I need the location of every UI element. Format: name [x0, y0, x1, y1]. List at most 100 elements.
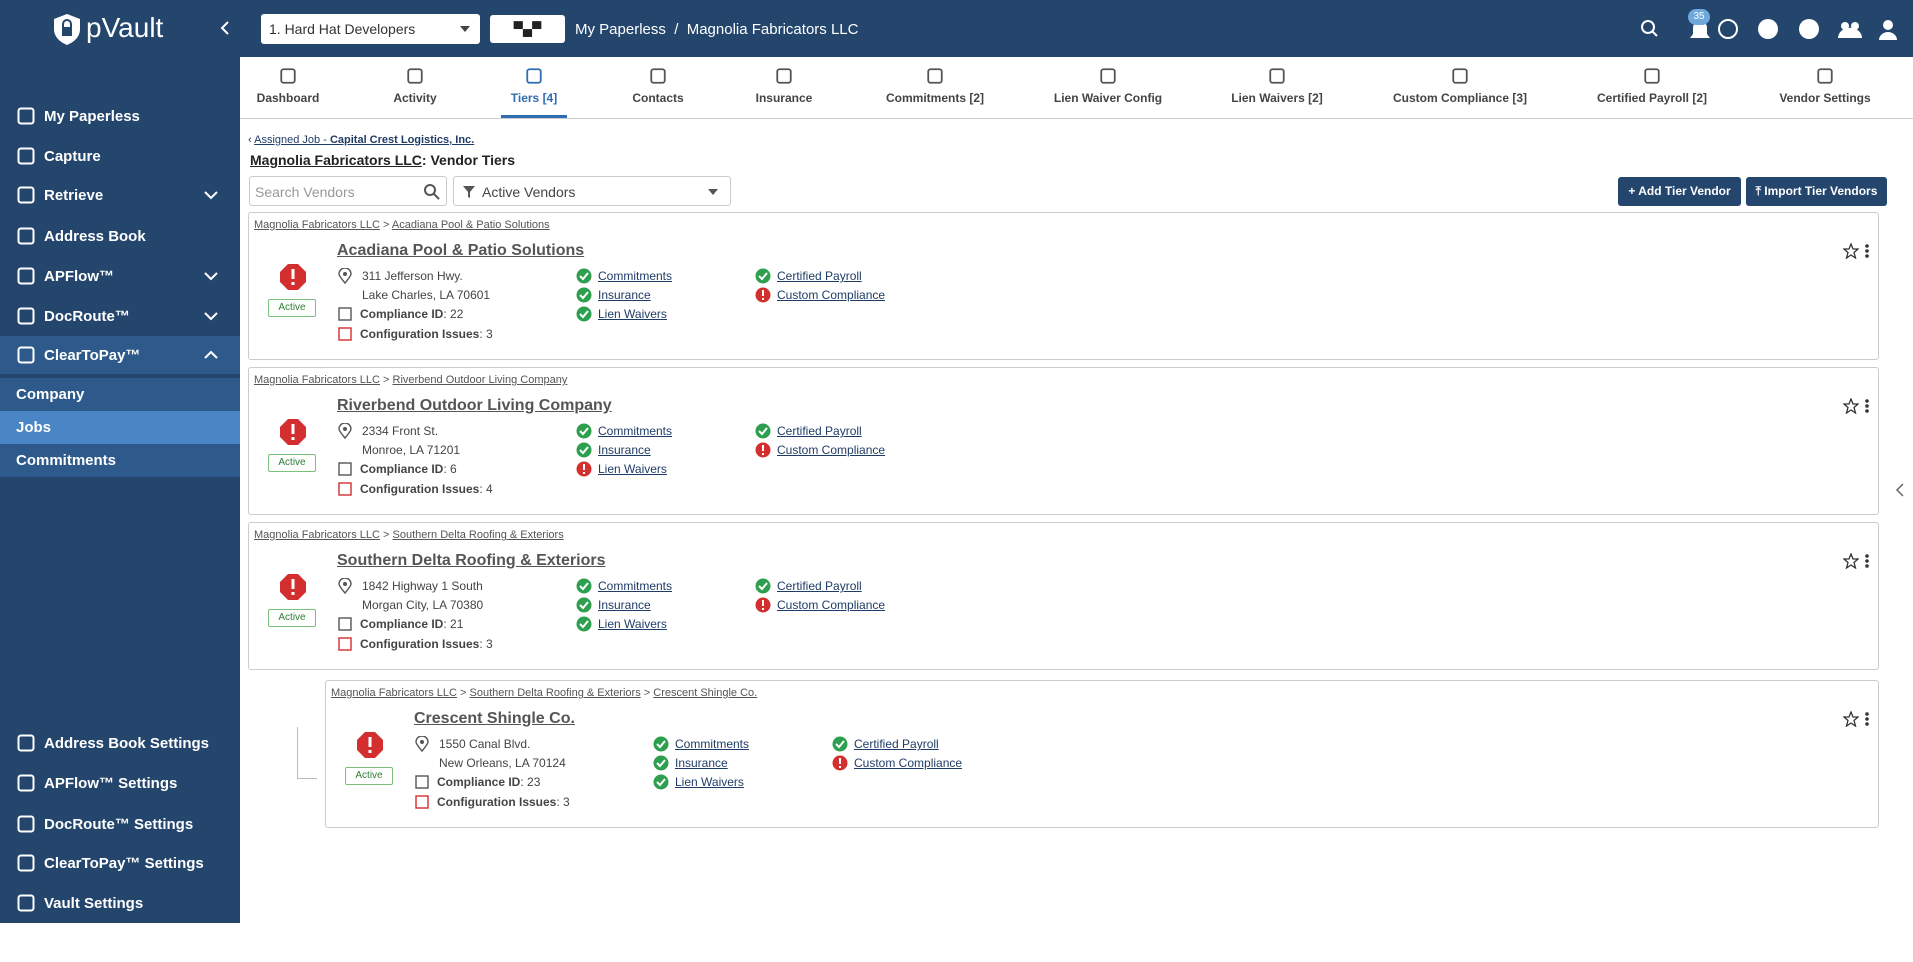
compliance-check[interactable]: Insurance	[653, 755, 728, 771]
tab[interactable]: Contacts	[588, 67, 728, 105]
add-tier-vendor-button[interactable]: + Add Tier Vendor	[1618, 177, 1741, 206]
tab-label: Lien Waiver Config	[1053, 91, 1163, 105]
compliance-check[interactable]: Certified Payroll	[755, 578, 862, 594]
import-tier-vendors-button[interactable]: ⤒ Import Tier Vendors	[1746, 177, 1887, 206]
compliance-check[interactable]: Commitments	[576, 423, 672, 439]
nav-item[interactable]: My Paperless	[0, 97, 240, 135]
info-value: 22	[450, 307, 464, 321]
search-input[interactable]: Search Vendors	[249, 176, 447, 206]
nav-item[interactable]: Vault Settings	[0, 884, 240, 922]
check-label: Custom Compliance	[777, 288, 886, 302]
expand-panel[interactable]	[1893, 482, 1907, 498]
tab[interactable]: Custom Compliance [3]	[1390, 67, 1530, 105]
nav-item[interactable]: APFlow™ Settings	[0, 764, 240, 802]
vendor-name[interactable]: Crescent Shingle Co.	[414, 710, 575, 727]
nav-label: ClearToPay™	[44, 346, 141, 364]
vendor-name[interactable]: Acadiana Pool & Patio Solutions	[337, 242, 585, 259]
info-value: 3	[486, 637, 493, 651]
path-link[interactable]: Crescent Shingle Co.	[653, 687, 758, 699]
path-link[interactable]: Acadiana Pool & Patio Solutions	[391, 219, 550, 231]
title-company[interactable]: Magnolia Fabricators LLC	[250, 152, 422, 168]
compliance-check[interactable]: Certified Payroll	[755, 423, 862, 439]
nav-item[interactable]: DocRoute™ Settings	[0, 805, 240, 843]
more-menu[interactable]	[1864, 711, 1870, 732]
more-menu[interactable]	[1864, 243, 1870, 264]
path-link[interactable]: Magnolia Fabricators LLC	[331, 687, 457, 699]
address-line: 311 Jefferson Hwy.	[338, 268, 463, 284]
compliance-check[interactable]: Lien Waivers	[653, 774, 744, 790]
path-link[interactable]: Southern Delta Roofing & Exteriors	[392, 529, 564, 541]
compliance-check[interactable]: Insurance	[576, 597, 651, 613]
path-link[interactable]: Southern Delta Roofing & Exteriors	[469, 687, 641, 699]
nav-item[interactable]: DocRoute™	[0, 297, 240, 335]
nav-item[interactable]: APFlow™	[0, 257, 240, 295]
check-label: Lien Waivers	[598, 462, 667, 476]
check-label: Certified Payroll	[777, 424, 862, 438]
vendor-name[interactable]: Riverbend Outdoor Living Company	[337, 397, 612, 414]
compliance-check[interactable]: Lien Waivers	[576, 616, 667, 632]
tab[interactable]: Certified Payroll [2]	[1582, 67, 1722, 105]
breadcrumb-item[interactable]: Magnolia Fabricators LLC	[686, 21, 859, 38]
check-label: Commitments	[675, 737, 750, 751]
favorite-star[interactable]	[1842, 552, 1860, 574]
nav-item[interactable]: Capture	[0, 137, 240, 175]
top-bar: pVault 1. Hard Hat Developers ▀▄▀ My Pap…	[0, 0, 1913, 57]
nav-subitem[interactable]: Commitments	[0, 444, 240, 477]
tab[interactable]: Commitments [2]	[865, 67, 1005, 105]
favorite-star[interactable]	[1842, 397, 1860, 419]
nav-item[interactable]: Retrieve	[0, 176, 240, 214]
nav-label: Retrieve	[44, 186, 104, 204]
tab-label: Insurance	[755, 91, 813, 105]
tab[interactable]: Activity	[345, 67, 485, 105]
compliance-check[interactable]: Lien Waivers	[576, 461, 667, 477]
nav-item[interactable]: Address Book	[0, 217, 240, 255]
nav-item[interactable]: ClearToPay™	[0, 336, 240, 374]
company-logo: ▀▄▀	[490, 15, 565, 43]
address-text: 1550 Canal Blvd.	[439, 737, 531, 751]
nav-item[interactable]: Address Book Settings	[0, 724, 240, 762]
compliance-check[interactable]: Commitments	[576, 578, 672, 594]
vendor-name[interactable]: Southern Delta Roofing & Exteriors	[337, 552, 606, 569]
compliance-check[interactable]: Insurance	[576, 287, 651, 303]
more-menu[interactable]	[1864, 398, 1870, 419]
page: {"header":{"logo":"pVault","company_sele…	[0, 0, 1913, 923]
favorite-star[interactable]	[1842, 710, 1860, 732]
compliance-check[interactable]: Certified Payroll	[755, 268, 862, 284]
compliance-check[interactable]: Commitments	[576, 268, 672, 284]
path-link[interactable]: Magnolia Fabricators LLC	[254, 529, 380, 541]
header-icons	[1641, 19, 1897, 40]
collapse-icon[interactable]	[218, 20, 232, 36]
path-link[interactable]: Magnolia Fabricators LLC	[254, 219, 380, 231]
company-select[interactable]: 1. Hard Hat Developers	[261, 14, 480, 44]
nav-subitem[interactable]: Company	[0, 378, 240, 411]
filter-select[interactable]: Active Vendors	[453, 176, 731, 206]
nav-label: APFlow™ Settings	[44, 774, 178, 792]
compliance-check[interactable]: Custom Compliance	[755, 442, 885, 458]
logo-text: pVault	[86, 12, 164, 43]
info-value: 21	[450, 617, 464, 631]
favorite-star[interactable]	[1842, 242, 1860, 264]
compliance-check[interactable]: Insurance	[576, 442, 651, 458]
path-link[interactable]: Magnolia Fabricators LLC	[254, 374, 380, 386]
tab[interactable]: Dashboard	[218, 67, 358, 105]
tab[interactable]: Lien Waivers [2]	[1207, 67, 1347, 105]
compliance-check[interactable]: Lien Waivers	[576, 306, 667, 322]
path-link[interactable]: Riverbend Outdoor Living Company	[392, 374, 568, 386]
tab[interactable]: Insurance	[714, 67, 854, 105]
tab[interactable]: Tiers [4]	[464, 67, 604, 105]
compliance-check[interactable]: Custom Compliance	[832, 755, 962, 771]
compliance-check[interactable]: Custom Compliance	[755, 597, 885, 613]
nav-subitem[interactable]: Jobs	[0, 411, 240, 444]
nav-item[interactable]: Global Settings	[0, 924, 240, 962]
tab[interactable]: Lien Waiver Config	[1038, 67, 1178, 105]
check-label: Certified Payroll	[777, 269, 862, 283]
nav-item[interactable]: ClearToPay™ Settings	[0, 844, 240, 882]
back-link[interactable]: ‹ Assigned Job - Capital Crest Logistics…	[248, 134, 475, 146]
compliance-check[interactable]: Certified Payroll	[832, 736, 939, 752]
breadcrumb: My Paperless / Magnolia Fabricators LLC	[575, 21, 859, 38]
more-menu[interactable]	[1864, 553, 1870, 574]
compliance-check[interactable]: Commitments	[653, 736, 750, 752]
breadcrumb-item[interactable]: My Paperless	[575, 21, 666, 38]
tab[interactable]: Vendor Settings	[1755, 67, 1895, 105]
compliance-check[interactable]: Custom Compliance	[755, 287, 886, 303]
